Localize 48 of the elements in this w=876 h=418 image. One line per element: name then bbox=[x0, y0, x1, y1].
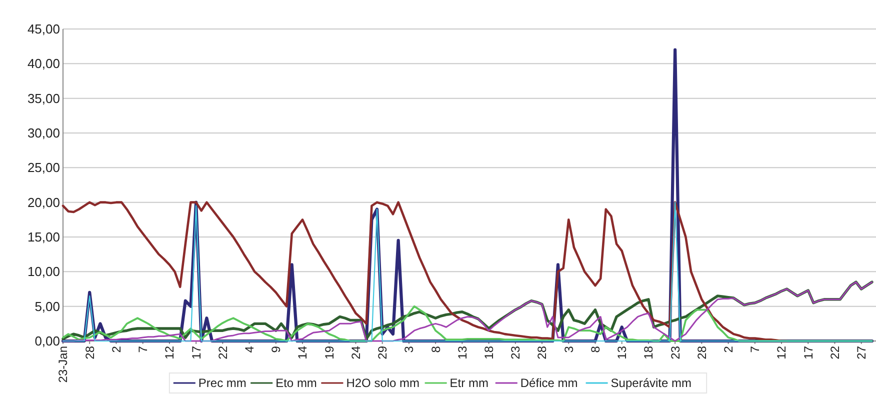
x-tick-label: 2 bbox=[109, 346, 124, 353]
x-tick-label: 28 bbox=[535, 346, 550, 360]
y-tick-label: 0,00 bbox=[34, 334, 60, 349]
x-tick-label: 22 bbox=[216, 346, 230, 360]
legend-label: Défice mm bbox=[520, 376, 578, 390]
x-tick-label: 3 bbox=[562, 346, 576, 353]
x-tick-label: 8 bbox=[428, 346, 443, 353]
y-tick-label: 15,00 bbox=[27, 230, 60, 245]
x-tick-label: 18 bbox=[482, 346, 496, 360]
x-tick-label: 7 bbox=[136, 346, 150, 353]
x-tick-label: 7 bbox=[748, 346, 762, 353]
x-tick-label: 14 bbox=[296, 346, 310, 360]
y-tick-label: 35,00 bbox=[27, 90, 60, 106]
x-tick-label: 18 bbox=[642, 346, 656, 360]
x-tick-label: 13 bbox=[455, 346, 470, 360]
x-tick-label: 23 bbox=[508, 346, 523, 360]
x-tick-label: 17 bbox=[189, 346, 204, 360]
x-tick-label: 17 bbox=[801, 346, 816, 360]
x-tick-label: 27 bbox=[854, 346, 869, 360]
legend-label: Superávite mm bbox=[610, 376, 692, 390]
x-tick-label: 8 bbox=[588, 346, 602, 353]
x-tick-label: 28 bbox=[82, 346, 97, 360]
y-tick-label: 45,00 bbox=[27, 22, 60, 37]
y-tick-label: 20,00 bbox=[27, 194, 60, 210]
y-tick-label: 10,00 bbox=[27, 264, 60, 280]
y-tick-label: 30,00 bbox=[27, 126, 60, 141]
x-tick-label: 19 bbox=[322, 346, 336, 360]
x-tick-label: 22 bbox=[828, 346, 842, 360]
x-tick-label: 12 bbox=[162, 346, 177, 360]
x-tick-label: 3 bbox=[402, 346, 416, 353]
y-tick-label: 5,00 bbox=[34, 298, 60, 314]
y-tick-label: 25,00 bbox=[27, 160, 60, 176]
x-tick-label: 23 bbox=[668, 346, 682, 360]
legend-label: H2O solo mm bbox=[346, 376, 420, 390]
x-tick-label: 12 bbox=[774, 346, 789, 360]
x-tick-label: 23-Jan bbox=[56, 346, 70, 383]
line-series bbox=[62, 305, 873, 342]
y-tick-label: 40,00 bbox=[27, 56, 60, 72]
x-tick-label: 24 bbox=[348, 346, 363, 360]
x-tick-label: 13 bbox=[615, 346, 630, 360]
x-tick-label: 4 bbox=[242, 346, 256, 353]
x-tick-label: 29 bbox=[376, 346, 390, 360]
x-tick-label: 9 bbox=[269, 346, 284, 353]
x-tick-label: 2 bbox=[721, 346, 736, 353]
legend-label: Prec mm bbox=[198, 376, 246, 390]
legend-label: Eto mm bbox=[276, 376, 317, 390]
legend-label: Etr mm bbox=[450, 376, 488, 390]
x-tick-label: 28 bbox=[694, 346, 709, 360]
